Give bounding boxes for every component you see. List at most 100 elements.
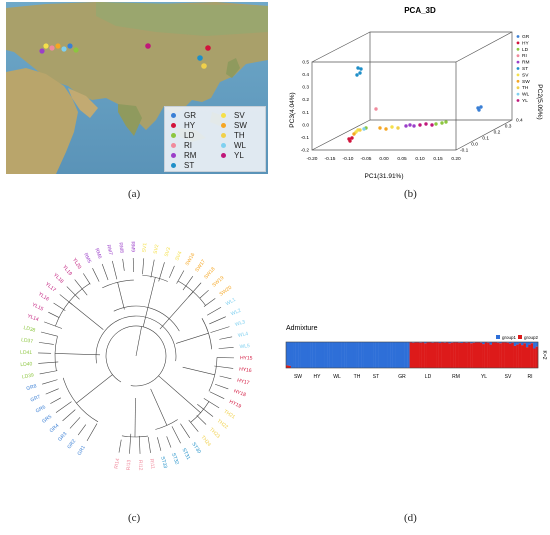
tree-tip-branch (129, 433, 132, 454)
tree-label-gr: GR6 (35, 404, 47, 414)
admixture-group-label: RM (452, 374, 460, 380)
tree-inner-arc (95, 315, 177, 364)
tree-label-sv: SV1 (142, 242, 149, 252)
admixture-bar-group2 (428, 342, 432, 368)
tree-tip-branch (138, 435, 141, 454)
admixture-bar-group1 (472, 342, 476, 343)
map-legend-label: YL (234, 150, 244, 160)
pca-point-gr (479, 105, 483, 109)
admixture-bar-group1 (496, 342, 500, 343)
tree-label-gr: GR5 (41, 414, 53, 425)
map-land-africa (6, 68, 78, 174)
map-legend-label: SV (234, 110, 245, 120)
admixture-bar-group1 (380, 342, 384, 368)
pca-point-st (358, 71, 362, 75)
admixture-bar-group1 (329, 342, 333, 368)
tree-tip-branch (38, 342, 54, 345)
admixture-group-label: TH (354, 374, 361, 380)
map-legend-dot (171, 122, 176, 128)
map-legend-item-rm: RM (171, 150, 196, 160)
admixture-bar-group2 (455, 342, 459, 368)
tree-tip-branch (206, 307, 222, 316)
admixture-bar-group2 (436, 342, 439, 368)
admixture-bar-group1 (399, 342, 403, 368)
pca-legend-label: HY (522, 40, 529, 46)
tree-tip-branch (209, 316, 226, 325)
caption-a: (a) (128, 188, 141, 200)
admixture-bar-group1 (310, 342, 313, 368)
map-legend-label: ST (184, 160, 195, 170)
pca-legend-label: RM (522, 60, 529, 66)
admixture-bar-group1 (363, 342, 367, 368)
admixture-bar-group2 (445, 342, 449, 368)
pca-legend-dot (516, 67, 520, 70)
map-legend-label: LD (184, 130, 195, 140)
map-legend-left-col: GR HY LD RI RM ST (171, 110, 196, 170)
map-land-north (96, 2, 268, 36)
map-legend-dot (221, 132, 226, 138)
tree-label-sw: SW20 (219, 285, 234, 298)
map-legend: GR HY LD RI RM ST SV SW TH WL YL (164, 106, 266, 172)
tree-label-yl: YL18 (52, 272, 65, 285)
tree-clade-stem (182, 366, 215, 376)
admixture-bar-group1 (404, 342, 408, 368)
pca-y-label: PC3(4.04%) (289, 92, 296, 127)
tree-label-hy: HY18 (233, 388, 247, 398)
tree-label-ri: RI11 (148, 458, 155, 469)
admixture-bar-group2 (475, 342, 478, 368)
pca-point-yl (424, 122, 428, 126)
admixture-bar-group1 (390, 342, 393, 368)
caption-d: (d) (404, 512, 417, 524)
admixture-bar-group1 (460, 342, 464, 344)
admixture-group-label: GR (398, 374, 406, 380)
map-legend-dot (221, 152, 226, 158)
tree-tip-branch (157, 437, 162, 451)
map-legend-item-hy: HY (171, 120, 196, 130)
admixture-bar-group2 (424, 343, 427, 368)
pca-z-tick: 0.0 (471, 142, 478, 148)
pca-x-tick: 0.10 (415, 156, 425, 162)
tree-tip-branch (48, 311, 60, 318)
map-land-india (118, 104, 142, 136)
admixture-bar-group2 (477, 342, 481, 368)
admixture-bar-group1 (382, 342, 386, 368)
pca-z-tick: 0.2 (494, 130, 501, 136)
map-legend-label: SW (234, 120, 247, 130)
map-dot-hy (205, 45, 211, 51)
pca-y-tick: 0.3 (302, 85, 309, 91)
admixture-bar-group1 (300, 342, 304, 368)
admixture-bar-group1 (419, 342, 422, 343)
pca-z-tick: 0.4 (516, 118, 523, 124)
map-dot-sw (55, 43, 61, 49)
admixture-bar-group2 (523, 343, 527, 368)
tree-tip-branch (74, 279, 88, 296)
admixture-bar-group1 (482, 342, 485, 345)
admixture-group-label: ST (373, 374, 379, 380)
admixture-bar-group2 (458, 342, 461, 368)
admixture-bar-group1 (286, 342, 289, 366)
map-land-japan (226, 58, 240, 78)
tree-clade-arc (62, 377, 99, 423)
admixture-bar-group2 (518, 343, 522, 368)
admixture-bar-group2 (470, 343, 473, 368)
tree-label-sw: SW17 (194, 258, 207, 273)
pca-point-ld (444, 120, 448, 124)
tree-label-yl: YL19 (61, 264, 73, 277)
tree-label-st: ST32 (170, 452, 180, 466)
pca-y-tick: 0.1 (302, 110, 309, 116)
admixture-bar-group1 (397, 342, 401, 368)
admixture-bar-group1 (370, 342, 374, 368)
tree-tip-branch (188, 419, 199, 432)
pca-legend-label: YL (522, 98, 528, 104)
admixture-bar-group1 (479, 342, 483, 343)
admixture-legend-label: group1 (502, 335, 517, 340)
map-dot-th (201, 63, 207, 69)
admixture-bar-group2 (484, 342, 488, 368)
admixture-bar-group1 (443, 342, 447, 343)
map-legend-item-wl: WL (221, 140, 247, 150)
admixture-bar-group1 (361, 342, 364, 368)
pca-x-tick: 0.20 (451, 156, 461, 162)
admixture-group-label: RI (528, 374, 533, 380)
tree-branches (38, 258, 234, 454)
